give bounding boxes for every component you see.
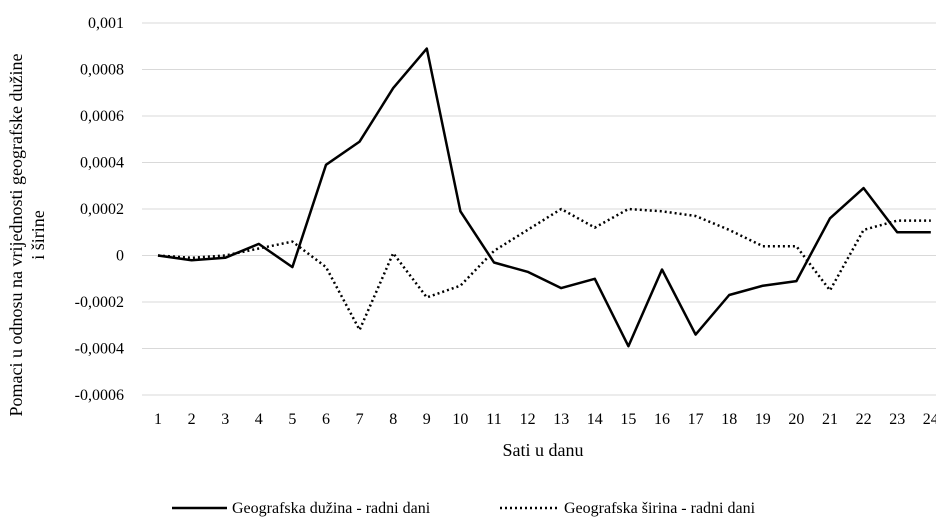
y-tick-label: -0,0006 xyxy=(75,387,124,404)
x-tick-label: 23 xyxy=(889,411,905,428)
x-tick-label: 21 xyxy=(822,411,838,428)
y-tick-label: 0,001 xyxy=(88,15,124,32)
x-tick-label: 10 xyxy=(452,411,468,428)
x-tick-label: 16 xyxy=(654,411,670,428)
x-tick-label: 18 xyxy=(721,411,737,428)
y-tick-label: 0,0006 xyxy=(80,108,124,125)
series-line-latitude xyxy=(157,207,931,332)
x-tick-label: 3 xyxy=(221,411,229,428)
x-tick-label: 6 xyxy=(322,411,330,428)
x-tick-label: 8 xyxy=(389,411,397,428)
x-tick-label: 2 xyxy=(188,411,196,428)
x-axis-title: Sati u danu xyxy=(503,440,584,460)
x-tick-label: 12 xyxy=(520,411,536,428)
x-tick-label: 4 xyxy=(255,411,263,428)
x-tick-label: 7 xyxy=(356,411,364,428)
x-tick-label: 19 xyxy=(755,411,771,428)
y-tick-labels: 0,001 0,0008 0,0006 0,0004 0,0002 0 -0,0002 -0,… xyxy=(75,15,124,404)
y-tick-label: -0,0004 xyxy=(75,341,124,358)
y-tick-label: 0,0008 xyxy=(80,62,124,79)
x-tick-label: 17 xyxy=(688,411,704,428)
y-axis-title-line-1: Pomaci u odnosu na vrijednosti geografsk… xyxy=(6,54,26,417)
y-tick-label: 0,0002 xyxy=(80,201,124,218)
x-tick-label: 15 xyxy=(620,411,636,428)
y-tick-label: 0,0004 xyxy=(80,155,124,172)
x-tick-label: 14 xyxy=(587,411,603,428)
y-axis-title: Pomaci u odnosu na vrijednosti geografsk… xyxy=(6,54,48,417)
gridlines xyxy=(142,22,936,396)
y-axis-title-line-2: i širine xyxy=(28,210,48,260)
x-tick-label: 13 xyxy=(553,411,569,428)
x-tick-label: 11 xyxy=(486,411,501,428)
x-tick-label: 1 xyxy=(154,411,162,428)
x-tick-label: 24 xyxy=(923,411,936,428)
x-tick-label: 5 xyxy=(288,411,296,428)
x-tick-label: 20 xyxy=(788,411,804,428)
x-tick-label: 9 xyxy=(423,411,431,428)
series-lines xyxy=(157,47,931,348)
x-tick-label: 22 xyxy=(856,411,872,428)
y-tick-label: 0 xyxy=(116,248,124,265)
x-tick-labels: 1 2 3 4 5 6 7 8 9 10 11 12 13 14 15 16 17 18 19 20 21 22 23 24 xyxy=(154,411,936,428)
legend-label-latitude: Geografska širina - radni dani xyxy=(564,500,756,517)
legend: Geografska dužina - radni dani Geografsk… xyxy=(172,500,756,517)
y-tick-label: -0,0002 xyxy=(75,294,124,311)
series-line-longitude xyxy=(157,47,931,348)
legend-label-longitude: Geografska dužina - radni dani xyxy=(232,500,431,517)
